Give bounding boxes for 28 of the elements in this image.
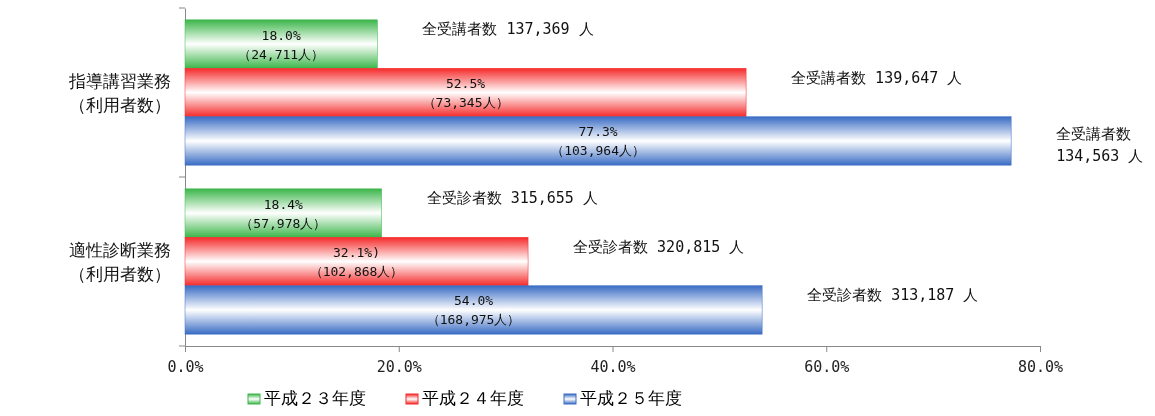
- x-tick-label: 40.0%: [590, 357, 636, 376]
- bar: [184, 19, 378, 69]
- x-tick-label: 80.0%: [1017, 357, 1064, 376]
- data-label: 18.0% （24,711人）: [238, 27, 325, 62]
- text: 全受講者数 134,563 人: [1056, 124, 1144, 165]
- annotation: 全受講者数 139,647 人: [791, 68, 963, 87]
- y-tick-label: 適性診断業務（利用者数）: [69, 239, 171, 284]
- data-label: 18.4% （57,978人）: [240, 196, 327, 231]
- annotation: 全受診者数 313,187 人: [807, 285, 979, 304]
- data-label: 54.0% （168,975人）: [426, 293, 521, 328]
- legend-label: 平成２４年度: [422, 388, 524, 408]
- y-tick-label: 指導講習業務（利用者数）: [68, 70, 171, 115]
- data-label: 32.1%) （102,868人）: [309, 245, 404, 279]
- legend-label: 平成２５年度: [580, 388, 682, 408]
- x-tick-label: 60.0%: [804, 357, 850, 376]
- annotation: 全受講者数 137,369 人: [422, 20, 594, 39]
- x-tick-label: 20.0%: [376, 357, 422, 376]
- annotation: 全受診者数 315,655 人: [426, 189, 598, 208]
- x-tick-label: 0.0%: [167, 357, 204, 376]
- bar: [184, 188, 382, 238]
- bar: [184, 237, 529, 286]
- data-label: 77.3% （103,964人）: [551, 124, 645, 159]
- annotation: 全受診者数 320,815 人: [573, 237, 745, 256]
- legend-label: 平成２３年度: [264, 388, 366, 408]
- bar: [184, 116, 1012, 166]
- bar: [184, 68, 747, 117]
- bar: [184, 285, 763, 335]
- data-label: 52.5% （73,345人）: [422, 76, 509, 110]
